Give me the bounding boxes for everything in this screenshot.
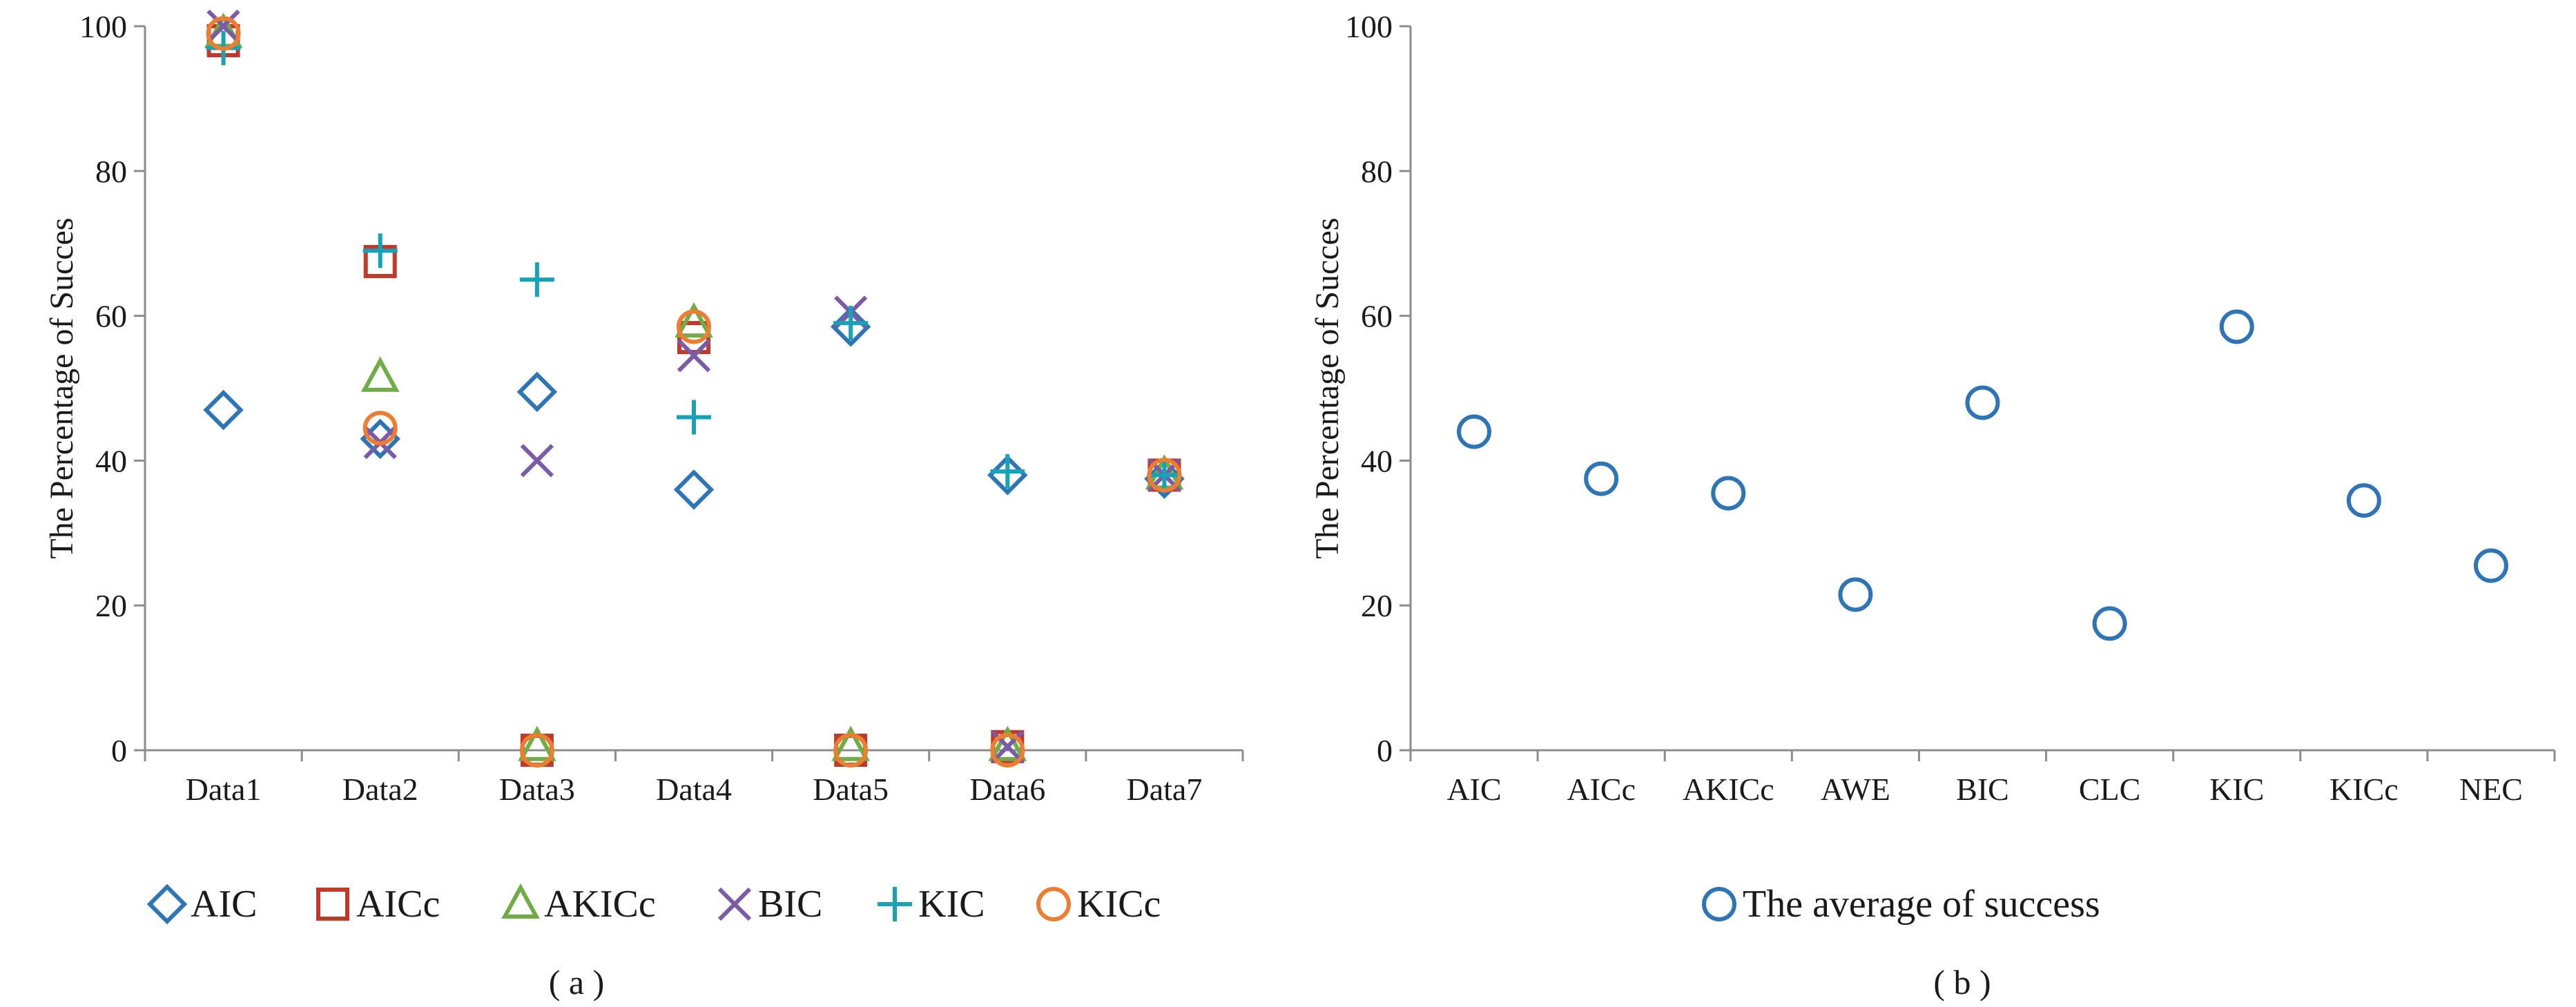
legend-marker-icon [501,883,540,919]
y-axis-title: The Percentage of Succes [1309,217,1346,558]
legend-marker-icon [717,887,752,921]
y-tick-label: 20 [1361,588,1393,623]
x-tick-label: AWE [1821,772,1890,807]
x-tick-label: AIC [1446,772,1501,807]
x-tick-label: NEC [2459,772,2523,807]
data-point [360,356,400,392]
data-point [1147,458,1182,493]
data-point [677,400,711,435]
legend-marker-icon [146,883,188,925]
y-tick-label: 60 [95,299,127,334]
legend-item: The average of success [1702,883,2100,926]
x-tick-label: AICc [1567,772,1636,807]
data-point [1457,414,1492,449]
data-point [206,9,240,43]
data-point [519,262,554,297]
data-point [673,469,715,510]
series-bic [206,9,1181,763]
legend-label: BIC [758,883,822,926]
data-point [1147,458,1182,493]
data-point [833,306,869,341]
data-point [1711,476,1746,511]
legend-label: The average of success [1743,883,2100,926]
data-point [1144,458,1185,499]
data-point [1584,461,1619,496]
x-tick-label: Data3 [499,772,575,807]
legend: AIC AICc AKICc BIC KIC KICc [146,883,1161,926]
data-point [516,371,558,412]
x-tick-label: KIC [2209,772,2264,807]
x-tick-label: Data1 [186,772,262,807]
series-the-average-of-success [1457,309,2508,641]
y-tick-label: 60 [1361,299,1393,334]
panel-caption: ( b ) [1933,963,1991,1001]
y-tick-label: 100 [1345,9,1393,44]
panel-b-chart: 0 20 40 60 80 100 AIC AICc AKICc AWE BIC CLC KIC KICc… [1309,9,2556,1001]
data-point [362,411,398,446]
data-point [990,733,1025,768]
data-point [988,725,1027,761]
y-tick-label: 20 [95,588,127,623]
data-point [362,233,398,268]
data-point [833,733,869,768]
data-point [1965,385,2000,420]
legend-item: BIC [717,883,822,926]
y-tick-label: 80 [95,154,127,189]
data-point [519,733,554,768]
legend-item: AICc [316,883,440,926]
y-tick-label: 40 [95,443,127,478]
y-tick-label: 100 [79,9,127,44]
panel-a-chart: 0 20 40 60 80 100 Data1 Data2 Data3 Data4 Data5 Dat… [43,9,1244,1001]
data-point [203,389,244,431]
legend-label: KIC [918,883,985,926]
series-akicc [204,12,1184,761]
legend-label: AICc [356,883,440,926]
series-aicc [206,23,1181,767]
data-point [520,444,554,478]
data-point [675,302,713,338]
legend: The average of success [1702,883,2100,926]
legend-marker-icon [1036,887,1071,921]
legend-label: AKICc [544,883,656,926]
series-kicc [206,16,1182,768]
legend-marker-icon [316,888,349,921]
x-tick-label: Data7 [1127,772,1203,807]
legend-item: AIC [146,883,257,926]
x-tick-label: Data4 [656,772,732,807]
legend-marker-icon [1702,887,1736,921]
legend-label: KICc [1077,883,1161,926]
data-point [2092,606,2127,641]
x-tick-label: KICc [2330,772,2399,807]
data-point [2219,309,2254,344]
data-point [990,454,1025,489]
x-tick-label: BIC [1956,772,2009,807]
x-tick-label: Data6 [969,772,1045,807]
data-point [831,725,870,761]
data-point [1838,577,1873,612]
data-point [2473,548,2508,583]
x-tick-label: Data5 [813,772,889,807]
data-point [677,309,711,344]
data-point [518,725,556,761]
y-tick-label: 40 [1361,443,1393,478]
legend-item: KICc [1036,883,1161,926]
data-point [2346,483,2381,518]
y-tick-label: 80 [1361,154,1393,189]
x-tick-label: AKICc [1683,772,1774,807]
legend-marker-icon [878,887,912,921]
y-tick-label: 0 [1377,733,1393,768]
data-point [677,339,711,373]
x-tick-label: Data2 [342,772,418,807]
y-axis-title: The Percentage of Succes [43,217,80,558]
series-kic [206,30,1182,493]
legend-item: AKICc [501,883,656,926]
x-tick-label: CLC [2079,772,2140,807]
legend-item: KIC [878,883,985,926]
legend-label: AIC [191,883,257,926]
y-tick-label: 0 [111,733,127,768]
data-point [987,455,1028,496]
panel-caption: ( a ) [549,963,605,1001]
data-point [206,16,241,51]
